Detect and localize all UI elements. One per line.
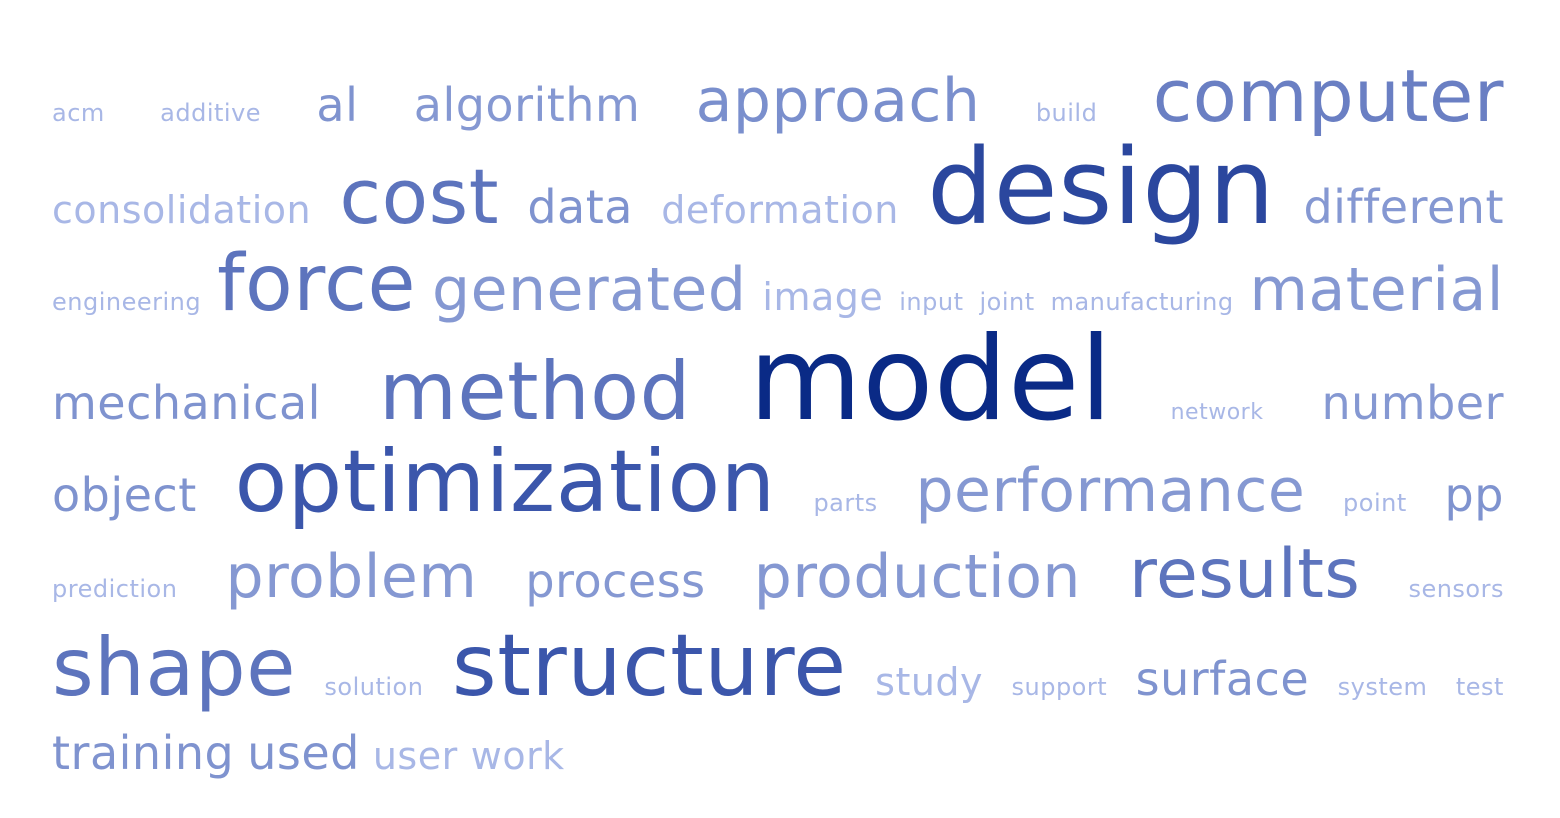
word-deformation: deformation (661, 188, 899, 232)
word-engineering: engineering (52, 288, 202, 316)
word-surface: surface (1135, 652, 1310, 706)
word-user: user (372, 734, 458, 778)
word-algorithm: algorithm (413, 78, 641, 132)
word-cloud-row-8: training used user work (52, 730, 1504, 776)
word-results: results (1129, 535, 1361, 614)
word-force: force (217, 239, 417, 329)
word-additive: additive (160, 99, 262, 127)
word-model: model (748, 312, 1113, 447)
word-cloud-row-6: prediction problem process production result… (52, 541, 1504, 609)
word-different: different (1303, 180, 1504, 234)
word-approach: approach (695, 66, 981, 136)
word-process: process (525, 554, 706, 608)
word-system: system (1337, 673, 1428, 701)
word-al: al (316, 78, 359, 132)
word-problem: problem (225, 542, 478, 612)
word-network: network (1170, 400, 1264, 425)
word-test: test (1455, 673, 1504, 701)
word-production: production (753, 542, 1081, 612)
word-cost: cost (339, 152, 500, 241)
word-cloud-row-3: engineering force generated image input joint… (52, 245, 1504, 323)
word-cloud-row-1: acm additive al algorithm approach build compu… (52, 60, 1504, 132)
word-prediction: prediction (52, 575, 178, 603)
word-optimization: optimization (234, 432, 776, 532)
word-structure: structure (451, 616, 847, 716)
word-mechanical: mechanical (52, 376, 321, 430)
word-used: used (247, 726, 360, 780)
word-parts: parts (813, 489, 878, 517)
word-design: design (927, 126, 1276, 248)
word-support: support (1011, 673, 1108, 701)
word-training: training (52, 726, 235, 780)
word-image: image (762, 275, 884, 319)
word-build: build (1035, 99, 1098, 127)
word-sensors: sensors (1408, 575, 1504, 603)
word-performance: performance (915, 456, 1306, 526)
word-cloud-row-2: consolidation cost data deformation design di… (52, 135, 1504, 239)
word-number: number (1321, 376, 1504, 430)
word-input: input (899, 288, 964, 316)
word-cloud-row-5: object optimization parts performance point p… (52, 439, 1504, 525)
word-manufacturing: manufacturing (1050, 288, 1234, 316)
word-acm: acm (52, 99, 105, 127)
word-material: material (1249, 255, 1504, 325)
word-consolidation: consolidation (52, 188, 312, 232)
word-pp: pp (1444, 468, 1504, 522)
word-study: study (875, 660, 984, 704)
word-solution: solution (324, 673, 424, 701)
word-object: object (52, 468, 197, 522)
word-cloud-row-4: mechanical method model network number (52, 322, 1504, 438)
word-point: point (1343, 489, 1407, 517)
word-joint: joint (979, 288, 1035, 316)
word-computer: computer (1152, 54, 1504, 138)
word-data: data (527, 180, 633, 234)
word-cloud-row-7: shape solution structure study support surfac… (52, 623, 1504, 709)
word-shape: shape (52, 621, 296, 714)
word-generated: generated (432, 255, 747, 325)
word-method: method (378, 345, 691, 438)
word-work: work (470, 734, 565, 778)
